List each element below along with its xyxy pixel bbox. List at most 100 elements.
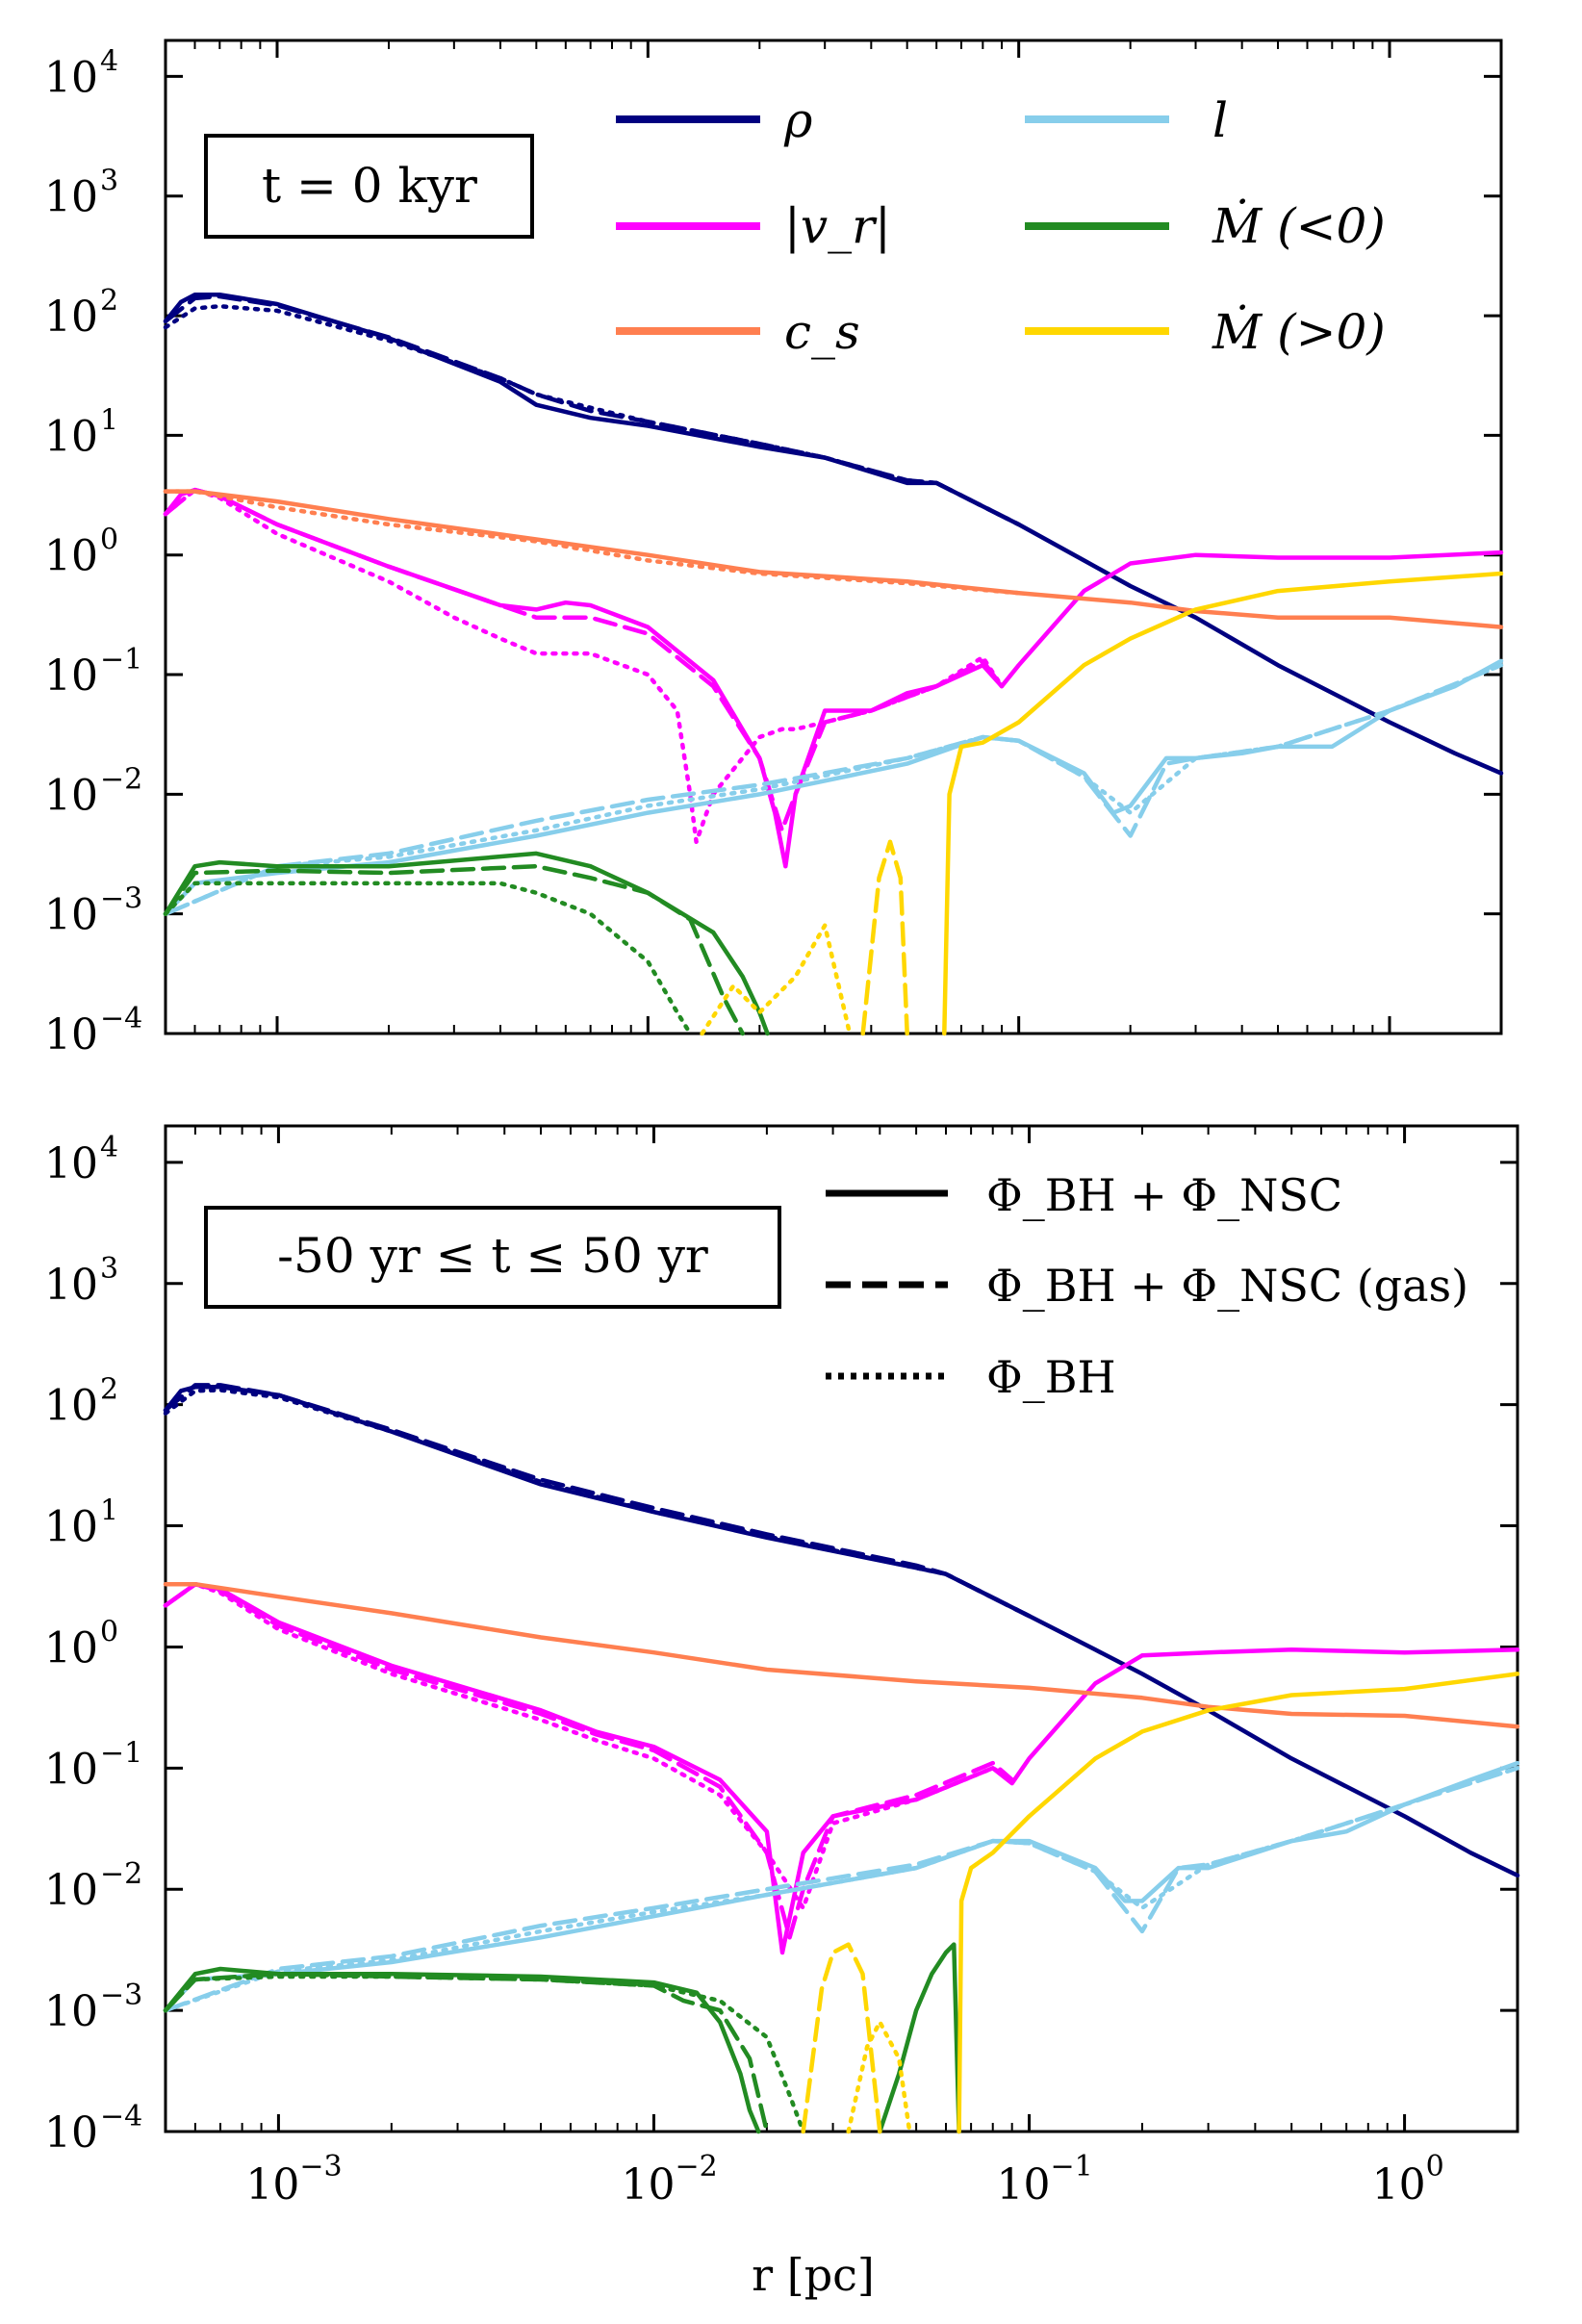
series-line — [163, 1760, 1520, 2013]
series-line — [163, 487, 1005, 833]
series-line — [163, 1581, 1014, 1940]
series-group-bottom — [163, 1383, 1520, 2134]
plot-frame-top — [164, 38, 1503, 1035]
series-line — [163, 1971, 770, 2134]
y-tick-label: 10 — [44, 1261, 98, 1310]
time-label-top: t = 0 kyr — [262, 158, 477, 214]
x-tick-label: 10 — [245, 2160, 299, 2209]
legend-label-l: l — [1212, 92, 1228, 148]
y-tick-exponent: 1 — [100, 403, 118, 437]
series-group-top — [163, 292, 1504, 1036]
y-tick-exponent: −2 — [100, 1857, 142, 1891]
y-tick-label: 10 — [44, 173, 98, 222]
legend-label-dotted: Φ_BH — [986, 1351, 1116, 1403]
y-tick-exponent: 2 — [100, 284, 118, 318]
legend-bottom: Φ_BH + Φ_NSC Φ_BH + Φ_NSC (gas) Φ_BH — [826, 1169, 1468, 1403]
series-line — [163, 292, 1504, 776]
y-tick-label: 10 — [44, 1623, 98, 1673]
series-line — [163, 881, 693, 1036]
x-tick-labels-bottom: 10 −3 10 −2 10 −1 10 0 — [245, 2150, 1443, 2209]
series-line — [163, 1766, 1520, 2013]
x-tick-label: 10 — [621, 2160, 675, 2209]
y-tick-label: 10 — [44, 1866, 98, 1915]
y-tick-label: 10 — [44, 53, 98, 102]
time-label-box-top: t = 0 kyr — [204, 134, 534, 239]
series-line — [163, 1581, 1520, 1729]
y-tick-label: 10 — [44, 1382, 98, 1431]
y-tick-label: 10 — [44, 293, 98, 342]
series-line — [163, 863, 745, 1036]
series-line — [163, 1581, 1014, 1910]
y-tick-label: 10 — [44, 532, 98, 581]
series-line — [860, 839, 909, 1036]
y-tick-exponent: −1 — [100, 643, 142, 677]
y-tick-exponent: 1 — [100, 1494, 118, 1528]
series-line — [163, 662, 1504, 916]
series-line — [700, 923, 853, 1036]
y-tick-label: 10 — [44, 1010, 98, 1060]
plot-frame-bottom — [164, 1124, 1519, 2133]
legend-label-dashed: Φ_BH + Φ_NSC (gas) — [986, 1260, 1468, 1312]
series-line — [163, 851, 770, 1036]
series-line — [163, 1383, 1032, 1619]
y-tick-label: 10 — [44, 1745, 98, 1794]
y-tick-label: 10 — [44, 1503, 98, 1552]
y-tick-exponent: −2 — [100, 762, 142, 796]
series-line — [801, 1942, 882, 2134]
x-tick-exponent: −3 — [299, 2150, 342, 2184]
x-tick-exponent: −1 — [1051, 2150, 1093, 2184]
series-line — [163, 1581, 1520, 1955]
y-tick-label: 10 — [44, 1139, 98, 1188]
series-line — [163, 1388, 1032, 1619]
y-tick-exponent: 2 — [100, 1373, 118, 1407]
series-line — [163, 487, 1005, 845]
y-tick-exponent: 4 — [100, 44, 118, 78]
y-tick-exponent: 3 — [100, 165, 118, 198]
y-tick-exponent: −1 — [100, 1736, 142, 1770]
series-line — [163, 658, 1504, 916]
y-tick-label: 10 — [44, 412, 98, 461]
y-tick-exponent: 0 — [100, 524, 118, 557]
y-tick-exponent: 4 — [100, 1131, 118, 1164]
y-tick-label: 10 — [44, 771, 98, 820]
legend-label-mdot-neg: Ṁ (<0) — [1212, 197, 1386, 254]
y-tick-label: 10 — [44, 2108, 98, 2158]
legend-label-solid: Φ_BH + Φ_NSC — [986, 1169, 1342, 1221]
y-tick-exponent: 0 — [100, 1615, 118, 1648]
x-axis-label: r [pc] — [752, 2249, 875, 2301]
y-tick-exponent: −4 — [100, 2100, 142, 2133]
series-line — [957, 1672, 1520, 2134]
legend-label-cs: c_s — [784, 304, 860, 360]
y-tick-label: 10 — [44, 651, 98, 701]
legend-label-vr: |v_r| — [784, 198, 891, 254]
x-tick-exponent: −2 — [675, 2150, 717, 2184]
series-line — [163, 294, 1021, 527]
series-line — [163, 489, 1021, 596]
series-line — [163, 1385, 1520, 1878]
series-line — [846, 2020, 912, 2134]
x-tick-label: 10 — [1372, 2160, 1426, 2209]
y-tick-label: 10 — [44, 891, 98, 940]
x-tick-exponent: 0 — [1426, 2150, 1444, 2184]
axes-ticks-bottom — [165, 1126, 1518, 2133]
series-line — [942, 571, 1504, 1036]
y-tick-exponent: −3 — [100, 882, 142, 916]
y-tick-label: 10 — [44, 1987, 98, 2036]
y-tick-exponent: −4 — [100, 1002, 142, 1035]
series-line — [163, 489, 1504, 629]
series-line — [163, 1974, 805, 2134]
time-label-bottom: -50 yr ≤ t ≤ 50 yr — [277, 1228, 708, 1284]
x-tick-label: 10 — [997, 2160, 1051, 2209]
legend-label-mdot-pos: Ṁ (>0) — [1212, 303, 1386, 360]
series-line — [163, 662, 1504, 916]
series-line — [163, 303, 1021, 527]
legend-label-rho: ρ — [783, 92, 813, 148]
time-label-box-bottom: -50 yr ≤ t ≤ 50 yr — [204, 1206, 781, 1309]
legend-top: ρ |v_r| c_s l Ṁ (<0) Ṁ (>0) — [616, 92, 1386, 360]
y-tick-exponent: −3 — [100, 1979, 142, 2012]
